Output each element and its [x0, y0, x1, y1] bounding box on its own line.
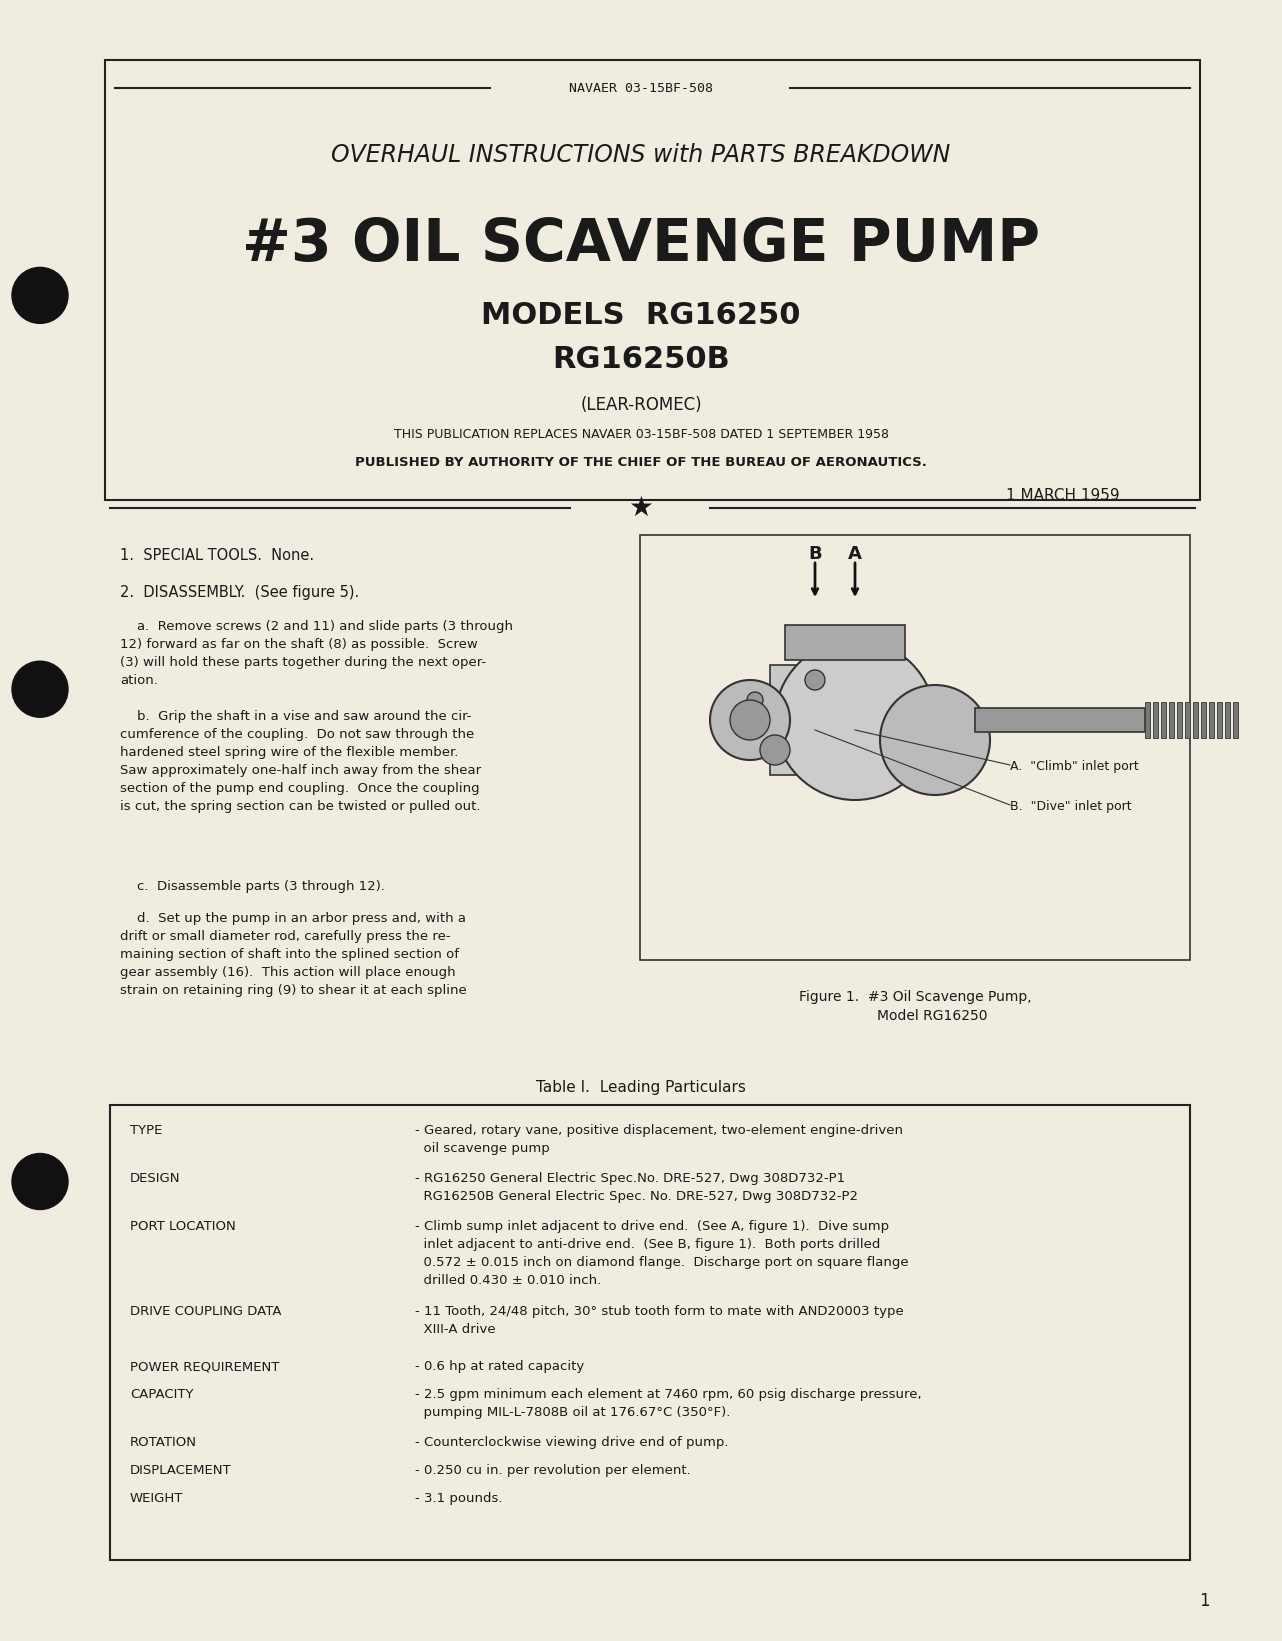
Text: Table I.  Leading Particulars: Table I. Leading Particulars [536, 1080, 746, 1095]
Text: a.  Remove screws (2 and 11) and slide parts (3 through
12) forward as far on th: a. Remove screws (2 and 11) and slide pa… [121, 620, 513, 688]
Text: POWER REQUIREMENT: POWER REQUIREMENT [129, 1360, 279, 1374]
Circle shape [12, 267, 68, 323]
Bar [1209, 702, 1214, 738]
Text: - 0.6 hp at rated capacity: - 0.6 hp at rated capacity [415, 1360, 585, 1374]
Circle shape [12, 661, 68, 717]
Text: OVERHAUL INSTRUCTIONS with PARTS BREAKDOWN: OVERHAUL INSTRUCTIONS with PARTS BREAKDO… [331, 143, 951, 167]
Text: PUBLISHED BY AUTHORITY OF THE CHIEF OF THE BUREAU OF AERONAUTICS.: PUBLISHED BY AUTHORITY OF THE CHIEF OF T… [355, 456, 927, 468]
Text: DESIGN: DESIGN [129, 1172, 181, 1185]
Circle shape [760, 735, 790, 765]
Text: MODELS  RG16250: MODELS RG16250 [481, 300, 801, 330]
Circle shape [776, 640, 935, 801]
Bar [640, 535, 1190, 960]
Text: - RG16250 General Electric Spec.No. DRE-527, Dwg 308D732-P1
  RG16250B General E: - RG16250 General Electric Spec.No. DRE-… [415, 1172, 858, 1203]
Text: b.  Grip the shaft in a vise and saw around the cir-
cumference of the coupling.: b. Grip the shaft in a vise and saw arou… [121, 711, 481, 812]
Bar [770, 665, 860, 775]
Text: RG16250B: RG16250B [553, 346, 729, 374]
Text: NAVAER 03-15BF-508: NAVAER 03-15BF-508 [569, 82, 713, 95]
Text: B.  "Dive" inlet port: B. "Dive" inlet port [1010, 801, 1132, 812]
Text: ★: ★ [628, 494, 654, 522]
Bar [1153, 702, 1158, 738]
Text: A: A [849, 545, 862, 563]
Bar [1217, 702, 1222, 738]
Text: DRIVE COUPLING DATA: DRIVE COUPLING DATA [129, 1305, 282, 1318]
Circle shape [879, 684, 990, 794]
Bar [1161, 702, 1167, 738]
Bar [1194, 702, 1197, 738]
Text: - Climb sump inlet adjacent to drive end.  (See A, figure 1).  Dive sump
  inlet: - Climb sump inlet adjacent to drive end… [415, 1219, 909, 1287]
Text: - 11 Tooth, 24/48 pitch, 30° stub tooth form to mate with AND20003 type
  XIII-A: - 11 Tooth, 24/48 pitch, 30° stub tooth … [415, 1305, 904, 1336]
Text: TYPE: TYPE [129, 1124, 163, 1137]
Text: WEIGHT: WEIGHT [129, 1492, 183, 1505]
Bar [1233, 702, 1238, 738]
Text: DISPLACEMENT: DISPLACEMENT [129, 1464, 232, 1477]
Circle shape [805, 670, 826, 689]
Text: #3 OIL SCAVENGE PUMP: #3 OIL SCAVENGE PUMP [242, 217, 1040, 274]
Text: - 3.1 pounds.: - 3.1 pounds. [415, 1492, 503, 1505]
Text: THIS PUBLICATION REPLACES NAVAER 03-15BF-508 DATED 1 SEPTEMBER 1958: THIS PUBLICATION REPLACES NAVAER 03-15BF… [394, 428, 888, 441]
Bar [785, 625, 905, 660]
Bar [1226, 702, 1229, 738]
Bar [1185, 702, 1190, 738]
Text: 1.  SPECIAL TOOLS.  None.: 1. SPECIAL TOOLS. None. [121, 548, 314, 563]
Text: - Geared, rotary vane, positive displacement, two-element engine-driven
  oil sc: - Geared, rotary vane, positive displace… [415, 1124, 903, 1155]
Text: 1: 1 [1200, 1592, 1210, 1610]
Bar [976, 707, 1145, 732]
Bar [1169, 702, 1174, 738]
Circle shape [747, 693, 763, 707]
Text: B: B [808, 545, 822, 563]
Text: - 0.250 cu in. per revolution per element.: - 0.250 cu in. per revolution per elemen… [415, 1464, 691, 1477]
Text: - 2.5 gpm minimum each element at 7460 rpm, 60 psig discharge pressure,
  pumpin: - 2.5 gpm minimum each element at 7460 r… [415, 1388, 922, 1419]
Text: ROTATION: ROTATION [129, 1436, 197, 1449]
Circle shape [710, 679, 790, 760]
Text: (LEAR-ROMEC): (LEAR-ROMEC) [581, 395, 701, 414]
Bar [110, 1104, 1190, 1561]
Bar [1201, 702, 1206, 738]
Text: Figure 1.  #3 Oil Scavenge Pump,
        Model RG16250: Figure 1. #3 Oil Scavenge Pump, Model RG… [799, 990, 1031, 1024]
Bar [1145, 702, 1150, 738]
Circle shape [729, 701, 770, 740]
Circle shape [12, 1154, 68, 1209]
Text: A.  "Climb" inlet port: A. "Climb" inlet port [1010, 760, 1138, 773]
Text: PORT LOCATION: PORT LOCATION [129, 1219, 236, 1232]
Text: - Counterclockwise viewing drive end of pump.: - Counterclockwise viewing drive end of … [415, 1436, 728, 1449]
Text: 1 MARCH 1959: 1 MARCH 1959 [1006, 489, 1120, 504]
Text: d.  Set up the pump in an arbor press and, with a
drift or small diameter rod, c: d. Set up the pump in an arbor press and… [121, 912, 467, 998]
Bar [1177, 702, 1182, 738]
Text: CAPACITY: CAPACITY [129, 1388, 194, 1401]
Bar [105, 61, 1200, 501]
Text: 2.  DISASSEMBLY.  (See figure 5).: 2. DISASSEMBLY. (See figure 5). [121, 584, 359, 601]
Text: c.  Disassemble parts (3 through 12).: c. Disassemble parts (3 through 12). [121, 880, 385, 893]
